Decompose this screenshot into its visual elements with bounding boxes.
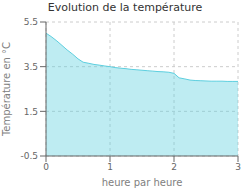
svg-text:1.5: 1.5 [24, 107, 38, 117]
svg-text:1: 1 [107, 162, 113, 172]
svg-text:heure par heure: heure par heure [102, 177, 183, 188]
svg-text:5.5: 5.5 [24, 17, 38, 27]
svg-text:2: 2 [171, 162, 177, 172]
svg-text:0: 0 [43, 162, 49, 172]
svg-text:3.5: 3.5 [24, 62, 38, 72]
svg-text:3: 3 [235, 162, 241, 172]
svg-text:-0.5: -0.5 [20, 151, 38, 161]
svg-text:Température en °C: Température en °C [8, 42, 12, 137]
html-text:Evolution de la température: Evolution de la température [47, 1, 203, 14]
